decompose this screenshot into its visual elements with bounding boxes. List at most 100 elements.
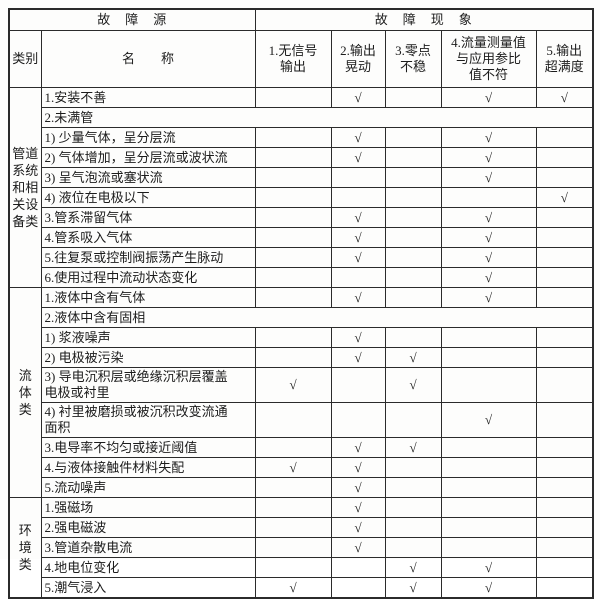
empty-cell [384,287,442,308]
empty-cell [440,477,537,498]
table-row: 5.流动噪声 √ [9,477,594,498]
empty-cell [330,167,386,188]
table-row: 5.往复泵或控制阀振荡产生脉动 √ √ [9,247,594,268]
check-mark-cell: √ [384,577,442,599]
check-mark-cell: √ [535,87,594,108]
check-mark-cell: √ [330,327,386,348]
fault-table-body: 管道 系统 和相 关设 备类 1.安装不善 √ √ √ 2.未满管 1) 少量气体，呈分层流… [8,87,594,599]
column-header-no-signal-output: 1.无信号 输出 [254,30,332,88]
empty-cell [384,247,442,268]
empty-cell [535,557,594,578]
empty-cell [535,437,594,458]
fault-name-cell: 1.强磁场 [40,497,256,518]
empty-cell [384,147,442,168]
table-row: 流 体 类 1.液体中含有气体 √ √ [8,287,594,498]
check-mark-cell: √ [330,207,386,228]
empty-cell [440,367,537,403]
empty-cell [384,167,442,188]
empty-cell [440,497,537,518]
column-header-zero-point-unstable: 3.零点 不稳 [384,30,442,88]
empty-cell [254,347,332,368]
empty-cell [535,227,594,248]
check-mark-cell: √ [440,147,537,168]
check-mark-cell: √ [440,167,537,188]
empty-cell [254,402,332,438]
table-row: 3.电导率不均匀或接近阈值 √ √ [9,437,594,458]
fault-name-cell: 4.地电位变化 [40,557,256,578]
empty-cell [535,577,594,599]
empty-cell [535,147,594,168]
empty-cell [535,517,594,538]
empty-cell [535,267,594,288]
empty-cell [535,367,594,403]
category-cell: 流 体 类 [8,287,42,498]
category-cell: 环 境 类 [8,497,42,599]
empty-cell [384,497,442,518]
fault-name-cell: 4.与液体接触件材料失配 [40,457,256,478]
table-row: 4) 衬里被磨损或被沉积改变流通 面积 √ [9,402,594,438]
table-row: 1) 少量气体，呈分层流 √ √ [9,127,594,148]
empty-cell [384,537,442,558]
empty-cell [254,167,332,188]
empty-cell [440,437,537,458]
empty-cell [384,517,442,538]
empty-cell [535,402,594,438]
table-row: 3) 导电沉积层或绝缘沉积层覆盖 电极或衬里 √ √ [9,367,594,403]
fault-name-cell: 3.电导率不均匀或接近阈值 [40,437,256,458]
table-row: 4.地电位变化 √ √ [9,557,594,578]
check-mark-cell: √ [330,477,386,498]
category-column-header: 类别 [8,30,42,88]
check-mark-cell: √ [330,127,386,148]
empty-cell [384,457,442,478]
check-mark-cell: √ [330,247,386,268]
table-row: 5.潮气浸入 √ √ √ [9,577,594,599]
check-mark-cell: √ [330,497,386,518]
empty-cell [254,267,332,288]
check-mark-cell: √ [440,87,537,108]
check-mark-cell: √ [330,537,386,558]
category-cell: 管道 系统 和相 关设 备类 [8,87,42,288]
empty-cell [440,457,537,478]
check-mark-cell: √ [440,207,537,228]
empty-cell [254,227,332,248]
fault-name-cell: 2.液体中含有固相 [40,307,594,328]
empty-cell [535,167,594,188]
fault-name-cell: 5.流动噪声 [40,477,256,498]
table-row: 2.液体中含有固相 [9,307,594,328]
header-group-row: 故 障 源 故 障 现 象 [8,8,594,31]
fault-name-cell: 1) 浆液噪声 [40,327,256,348]
check-mark-cell: √ [440,267,537,288]
check-mark-cell: √ [330,227,386,248]
check-mark-cell: √ [330,147,386,168]
empty-cell [254,247,332,268]
check-mark-cell: √ [440,287,537,308]
empty-cell [384,127,442,148]
table-row: 管道 系统 和相 关设 备类 1.安装不善 √ √ √ [8,87,594,288]
fault-name-cell: 2.未满管 [40,107,594,128]
fault-name-cell: 4) 液位在电极以下 [40,187,256,208]
check-mark-cell: √ [440,557,537,578]
empty-cell [535,497,594,518]
empty-cell [330,557,386,578]
fault-name-cell: 1) 少量气体，呈分层流 [40,127,256,148]
empty-cell [535,477,594,498]
check-mark-cell: √ [440,402,537,438]
empty-cell [384,402,442,438]
empty-cell [254,517,332,538]
empty-cell [330,267,386,288]
empty-cell [440,537,537,558]
empty-cell [384,87,442,108]
table-row: 3) 呈气泡流或塞状流 √ [9,167,594,188]
table-row: 3.管系滞留气体 √ √ [9,207,594,228]
check-mark-cell: √ [440,247,537,268]
table-row: 4) 液位在电极以下 √ [9,187,594,208]
column-header-measurement-mismatch: 4.流量测量值 与应用参比 值不符 [440,30,537,88]
check-mark-cell: √ [384,557,442,578]
table-row: 环 境 类 1.强磁场 √ [8,497,594,599]
fault-name-cell: 1.液体中含有气体 [40,287,256,308]
fault-name-cell: 6.使用过程中流动状态变化 [40,267,256,288]
empty-cell [535,327,594,348]
empty-cell [330,577,386,599]
empty-cell [384,207,442,228]
empty-cell [384,327,442,348]
